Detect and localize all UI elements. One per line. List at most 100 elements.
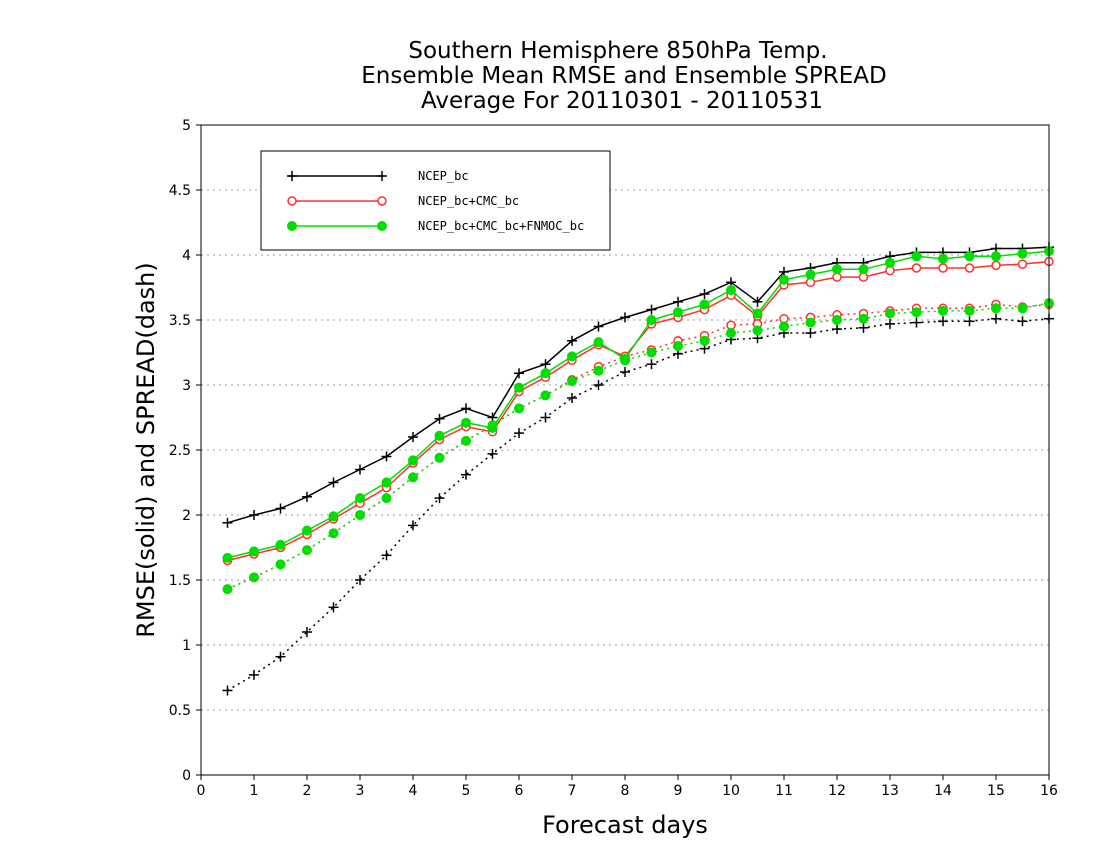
rmse-point-ncep-bc: [434, 413, 445, 424]
x-tick-label: 4: [409, 783, 418, 799]
spread-point-ncep-bc: [540, 412, 551, 423]
rmse-point-ncep-bc-cmc-bc-fnmoc-bc: [1017, 248, 1028, 259]
spread-point-ncep-bc: [514, 428, 524, 439]
spread-point-ncep-bc: [302, 627, 312, 637]
x-tick-label: 7: [568, 783, 577, 799]
spread-point-ncep-bc-cmc-bc-fnmoc-bc: [408, 472, 418, 483]
legend-box: [260, 150, 611, 251]
x-tick-label: 6: [515, 783, 524, 799]
rmse-point-ncep-bc-cmc-bc: [938, 263, 948, 273]
rmse-point-ncep-bc-cmc-bc: [832, 272, 842, 282]
rmse-point-ncep-bc-cmc-bc-fnmoc-bc: [249, 546, 259, 557]
rmse-point-ncep-bc: [620, 312, 630, 323]
x-tick-label: 15: [987, 783, 1005, 799]
rmse-point-ncep-bc-cmc-bc: [858, 272, 869, 282]
spread-point-ncep-bc-cmc-bc-fnmoc-bc: [275, 559, 286, 570]
rmse-point-ncep-bc: [646, 304, 657, 315]
rmse-point-ncep-bc: [673, 296, 683, 307]
spread-point-ncep-bc-cmc-bc-fnmoc-bc: [726, 328, 736, 338]
rmse-point-ncep-bc-cmc-bc-fnmoc-bc: [328, 511, 339, 522]
legend: NCEP_bc NCEP_bc+CMC_bc NCEP_bc+CMC_bc+FNMO…: [260, 150, 611, 251]
rmse-point-ncep-bc-cmc-bc-fnmoc-bc: [540, 368, 551, 379]
spread-point-ncep-bc-cmc-bc-fnmoc-bc: [593, 365, 604, 376]
spread-point-ncep-bc: [328, 602, 339, 613]
legend-label-ncep-bc-cmc-bc: NCEP_bc+CMC_bc: [418, 194, 519, 208]
spread-point-ncep-bc: [249, 669, 259, 680]
rmse-point-ncep-bc-cmc-bc: [1017, 259, 1028, 269]
spread-point-ncep-bc-cmc-bc-fnmoc-bc: [567, 376, 577, 387]
spread-point-ncep-bc-cmc-bc-fnmoc-bc: [461, 435, 471, 446]
x-tick-label: 11: [775, 783, 793, 799]
rmse-point-ncep-bc-cmc-bc-fnmoc-bc: [302, 525, 312, 536]
spread-point-ncep-bc: [832, 324, 842, 335]
rmse-point-ncep-bc-cmc-bc-fnmoc-bc: [911, 251, 922, 262]
spread-point-ncep-bc-cmc-bc-fnmoc-bc: [514, 403, 524, 414]
y-tick-label: 5: [182, 118, 191, 134]
rmse-point-ncep-bc-cmc-bc-fnmoc-bc: [858, 264, 869, 275]
chart-title: Southern Hemisphere 850hPa Temp. Ensembl…: [361, 38, 886, 114]
rmse-point-ncep-bc-cmc-bc-fnmoc-bc: [726, 285, 736, 296]
rmse-point-ncep-bc: [355, 464, 365, 475]
spread-point-ncep-bc-cmc-bc-fnmoc-bc: [885, 308, 895, 319]
spread-point-ncep-bc: [938, 316, 948, 327]
rmse-point-ncep-bc-cmc-bc: [911, 263, 922, 273]
spread-point-ncep-bc: [964, 316, 975, 327]
rmse-point-ncep-bc-cmc-bc-fnmoc-bc: [514, 382, 524, 393]
y-tick-label: 3.5: [169, 313, 191, 329]
rmse-point-ncep-bc-cmc-bc-fnmoc-bc: [567, 351, 577, 362]
spread-point-ncep-bc: [355, 575, 365, 585]
spread-point-ncep-bc: [911, 317, 922, 328]
spread-point-ncep-bc-cmc-bc-fnmoc-bc: [487, 420, 498, 431]
legend-marker-ncep-bc: [377, 171, 387, 181]
x-tick-label: 12: [828, 783, 846, 799]
spread-point-ncep-bc: [434, 493, 445, 504]
y-tick-label: 4.5: [169, 183, 191, 199]
rmse-point-ncep-bc-cmc-bc-fnmoc-bc: [805, 269, 816, 280]
rmse-point-ncep-bc: [461, 403, 471, 414]
spread-point-ncep-bc-cmc-bc-fnmoc-bc: [832, 315, 842, 325]
plot-series: [222, 242, 1054, 696]
spread-point-ncep-bc-cmc-bc-fnmoc-bc: [858, 313, 869, 324]
spread-point-ncep-bc: [567, 393, 577, 403]
x-tick-label: 8: [621, 783, 630, 799]
spread-point-ncep-bc: [646, 359, 657, 370]
rmse-point-ncep-bc-cmc-bc-fnmoc-bc: [938, 253, 948, 264]
y-axis: 0 0.5 1 1.5 2 2.5 3 3.5 4 4.5 5: [169, 118, 201, 784]
rmse-point-ncep-bc: [593, 321, 604, 332]
rmse-point-ncep-bc-cmc-bc-fnmoc-bc: [355, 493, 365, 504]
rmse-point-ncep-bc-cmc-bc: [964, 263, 975, 273]
spread-point-ncep-bc-cmc-bc-fnmoc-bc: [620, 355, 630, 366]
rmse-point-ncep-bc-cmc-bc-fnmoc-bc: [673, 307, 683, 318]
y-tick-label: 2: [182, 508, 191, 524]
spread-point-ncep-bc: [805, 328, 816, 338]
spread-point-ncep-bc: [991, 313, 1001, 324]
spread-point-ncep-bc-cmc-bc-fnmoc-bc: [1017, 303, 1028, 314]
spread-point-ncep-bc-cmc-bc-fnmoc-bc: [646, 347, 657, 358]
spread-point-ncep-bc-cmc-bc-fnmoc-bc: [938, 305, 948, 316]
legend-marker-ncep-bc: [287, 171, 297, 181]
x-axis: 0 1 2 3 4 5 6 7 8 9 10 11 12 13 14 15 16: [197, 775, 1058, 799]
spread-point-ncep-bc: [381, 550, 392, 561]
rmse-point-ncep-bc: [514, 368, 524, 379]
rmse-point-ncep-bc: [275, 503, 286, 514]
legend-marker-ncep-bc-cmc-bc-fnmoc-bc: [377, 221, 387, 231]
y-tick-label: 0: [182, 768, 191, 784]
spread-point-ncep-bc: [885, 318, 895, 329]
rmse-point-ncep-bc: [249, 510, 259, 520]
rmse-point-ncep-bc-cmc-bc-fnmoc-bc: [699, 299, 710, 310]
x-tick-label: 14: [934, 783, 952, 799]
rmse-point-ncep-bc-cmc-bc-fnmoc-bc: [779, 274, 789, 285]
rmse-point-ncep-bc-cmc-bc-fnmoc-bc: [752, 308, 763, 319]
y-tick-label: 1.5: [169, 573, 191, 589]
y-tick-label: 4: [182, 248, 191, 264]
x-tick-label: 5: [462, 783, 471, 799]
rmse-point-ncep-bc: [567, 335, 577, 346]
spread-point-ncep-bc-cmc-bc-fnmoc-bc: [249, 572, 259, 583]
rmse-point-ncep-bc: [699, 289, 710, 299]
rmse-point-ncep-bc-cmc-bc-fnmoc-bc: [964, 251, 975, 262]
x-tick-label: 3: [356, 783, 365, 799]
rmse-point-ncep-bc: [222, 517, 233, 528]
